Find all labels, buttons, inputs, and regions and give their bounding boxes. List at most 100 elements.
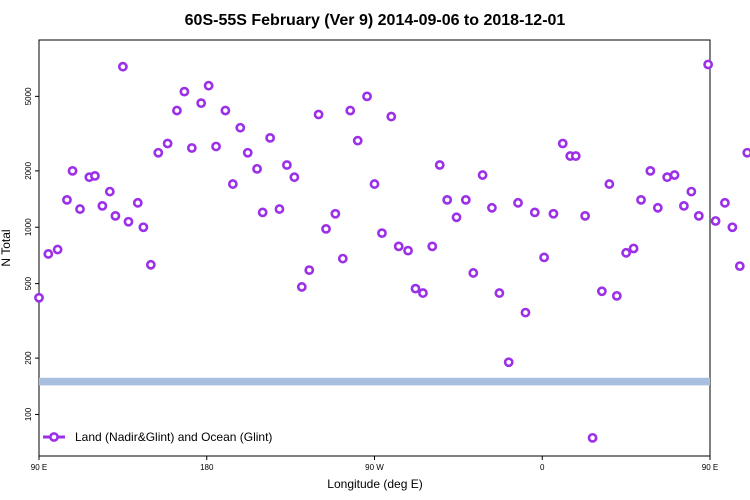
data-point (289, 172, 300, 183)
data-point (203, 80, 214, 91)
data-point (418, 288, 428, 298)
data-point (393, 241, 404, 252)
data-point (321, 223, 331, 234)
x-axis: 90 E 180 90 W 0 90 E (31, 456, 718, 472)
data-point (468, 268, 479, 278)
data-point (265, 132, 276, 143)
data-point (557, 138, 568, 149)
data-point (442, 194, 453, 205)
data-point (529, 207, 540, 218)
data-point (377, 228, 387, 239)
data-point (196, 98, 207, 109)
data-point (580, 210, 591, 221)
data-point (693, 210, 704, 221)
x-axis-label: Longitude (deg E) (327, 477, 422, 491)
data-points (34, 59, 750, 443)
data-point (304, 265, 315, 276)
legend-label: Land (Nadir&Glint) and Ocean (Glint) (75, 430, 272, 444)
data-point (611, 290, 622, 301)
data-point (110, 210, 121, 221)
data-point (43, 249, 54, 259)
data-point (235, 122, 246, 133)
data-point (520, 307, 531, 318)
data-point (281, 160, 292, 170)
data-point (179, 86, 190, 97)
data-point (274, 204, 285, 214)
data-point (427, 241, 438, 252)
data-point (487, 202, 497, 213)
data-point (252, 163, 262, 174)
data-point (596, 286, 607, 297)
reference-band (39, 377, 710, 386)
data-point (227, 179, 238, 189)
data-point (460, 194, 471, 205)
x-tick-label: 90 E (31, 463, 47, 472)
data-point (117, 61, 128, 72)
data-point (604, 179, 615, 189)
data-point (330, 208, 341, 219)
data-point (104, 186, 115, 197)
data-point (652, 202, 663, 213)
data-point (132, 197, 143, 208)
data-point (570, 151, 581, 161)
data-point (337, 253, 348, 264)
data-point (145, 259, 156, 270)
data-point (434, 160, 445, 170)
data-point (386, 111, 397, 122)
data-point (97, 200, 108, 211)
data-point (451, 212, 462, 223)
data-point (220, 105, 231, 116)
data-point (686, 186, 697, 197)
data-point (410, 283, 421, 294)
data-point (172, 105, 182, 116)
data-point (539, 252, 550, 263)
y-axis-label: N Total (0, 229, 13, 266)
data-point (477, 170, 488, 180)
data-point (727, 222, 738, 233)
data-point (369, 179, 380, 189)
data-point (513, 197, 523, 208)
data-point (313, 109, 324, 120)
y-axis: 100 200 500 1000 2000 5000 (24, 87, 39, 421)
y-tick-label: 1000 (24, 218, 33, 236)
x-tick-label: 90 W (365, 463, 384, 472)
data-point (628, 243, 639, 254)
data-point (67, 165, 78, 176)
data-point (621, 247, 632, 258)
data-point (257, 207, 268, 218)
data-point (75, 204, 85, 214)
plot-frame (38, 39, 711, 457)
data-point (494, 288, 505, 298)
data-point (186, 143, 197, 153)
data-point (403, 245, 413, 256)
x-tick-label: 180 (200, 463, 214, 472)
legend: Land (Nadir&Glint) and Ocean (Glint) (43, 430, 272, 444)
data-point (352, 135, 363, 146)
data-point (679, 200, 689, 211)
data-point (548, 208, 559, 219)
data-point (62, 194, 72, 205)
y-tick-label: 500 (24, 276, 33, 290)
data-point (242, 147, 253, 158)
data-point (662, 172, 673, 183)
data-point (52, 244, 63, 255)
data-point (503, 357, 514, 368)
data-point (645, 165, 656, 176)
data-point (138, 222, 149, 233)
data-point (720, 197, 730, 208)
data-point (211, 141, 221, 152)
chart-title: 60S-55S February (Ver 9) 2014-09-06 to 2… (185, 12, 566, 29)
data-point (703, 59, 714, 70)
data-point (710, 216, 721, 226)
data-point (123, 216, 134, 227)
y-tick-label: 5000 (24, 87, 33, 105)
data-point (734, 261, 745, 272)
data-point (162, 138, 173, 149)
y-tick-label: 200 (24, 351, 33, 365)
data-point (34, 292, 44, 303)
reference-band-rect (39, 377, 710, 386)
data-point (669, 170, 680, 180)
data-point (587, 432, 598, 443)
